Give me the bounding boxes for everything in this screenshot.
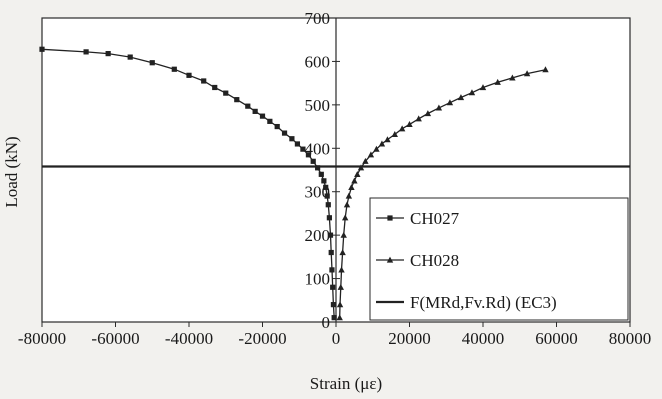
data-point (523, 70, 531, 77)
data-point (542, 66, 549, 73)
data-point (289, 136, 295, 142)
x-tick-label: 0 (332, 329, 341, 348)
y-tick-label: 100 (305, 270, 331, 289)
y-tick-label: 600 (305, 52, 331, 71)
data-point (340, 231, 347, 238)
data-point (479, 84, 487, 91)
data-point (341, 214, 349, 221)
y-tick-label: 0 (322, 313, 331, 332)
data-point (39, 46, 45, 52)
data-point (328, 249, 334, 256)
data-point (281, 130, 288, 136)
data-point (362, 157, 369, 164)
data-point (336, 314, 343, 321)
data-point (468, 89, 476, 96)
data-point (331, 315, 337, 321)
data-point (324, 193, 330, 199)
y-tick-label: 700 (305, 9, 331, 28)
x-tick-label: -60000 (91, 329, 139, 348)
x-tick-label: 60000 (535, 329, 578, 348)
x-tick-label: 40000 (462, 329, 505, 348)
data-point (171, 66, 177, 72)
data-point (323, 184, 329, 190)
data-point (457, 94, 465, 101)
data-point (223, 90, 229, 96)
data-point (378, 140, 386, 147)
data-point (186, 72, 192, 78)
y-axis-title: Load (kN) (2, 136, 21, 207)
data-point (338, 266, 345, 273)
data-point (234, 97, 240, 103)
data-point (446, 99, 454, 106)
data-point (345, 192, 353, 199)
data-point (343, 201, 351, 208)
data-point (326, 215, 332, 221)
data-point (330, 284, 336, 290)
data-point (83, 49, 89, 55)
legend-entry: F(MRd,Fv.Rd) (EC3) (376, 293, 557, 312)
data-point (373, 145, 380, 152)
x-axis-title: Strain (με) (310, 374, 382, 393)
data-point (149, 60, 155, 66)
data-point (305, 152, 312, 158)
data-point (435, 104, 443, 111)
data-point (318, 171, 324, 177)
legend-entry: CH027 (376, 209, 460, 228)
data-point (201, 78, 207, 84)
data-point (252, 108, 258, 114)
data-point (245, 103, 251, 109)
data-point (336, 301, 344, 308)
data-point (259, 113, 266, 119)
data-point (337, 283, 344, 290)
x-tick-label: -20000 (238, 329, 286, 348)
data-point (424, 110, 432, 117)
data-point (321, 178, 327, 184)
data-point (330, 302, 337, 308)
data-point (351, 177, 358, 184)
x-tick-label: 20000 (388, 329, 431, 348)
legend-marker (386, 256, 394, 263)
data-point (127, 54, 133, 60)
data-point (300, 146, 306, 152)
data-point (367, 151, 375, 158)
data-point (384, 136, 391, 143)
series-layer (39, 46, 630, 321)
x-tick-label: -80000 (18, 329, 66, 348)
data-point (274, 123, 280, 130)
data-point (339, 249, 346, 256)
legend-marker (387, 215, 393, 221)
data-point (415, 115, 422, 122)
legend-entry: CH028 (376, 251, 459, 270)
x-tick-label: -40000 (165, 329, 213, 348)
legend-label: CH028 (410, 251, 459, 270)
data-point (315, 165, 321, 171)
legend-label: F(MRd,Fv.Rd) (EC3) (410, 293, 557, 312)
x-axis: -80000 -60000 -40000 -20000 0 20000 40000 60000… (18, 322, 651, 348)
data-point (267, 118, 273, 124)
legend-label: CH027 (410, 209, 460, 228)
data-point (348, 183, 355, 190)
data-point (327, 232, 334, 238)
data-point (105, 51, 111, 57)
legend-box (369, 197, 629, 321)
data-point (325, 202, 331, 208)
data-point (391, 130, 398, 137)
data-point (509, 74, 516, 81)
data-point (398, 125, 406, 132)
legend: CH027 CH028 F(MRd,Fv.Rd) (EC3) (369, 197, 629, 321)
x-tick-label: 80000 (609, 329, 652, 348)
data-point (294, 141, 301, 147)
data-point (212, 84, 218, 91)
data-point (406, 121, 413, 127)
series-ch027 (39, 46, 337, 321)
data-point (494, 78, 501, 85)
data-point (329, 267, 335, 273)
y-tick-label: 500 (305, 96, 331, 115)
data-point (310, 158, 316, 164)
y-tick-label: 200 (305, 226, 331, 245)
data-point (354, 170, 361, 177)
